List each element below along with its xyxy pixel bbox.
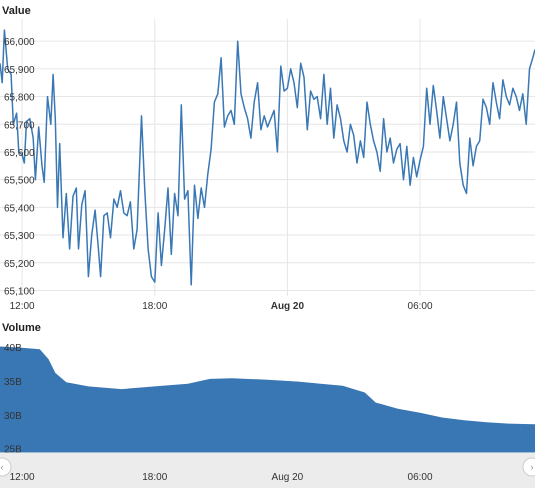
volume-panel-title: Volume — [2, 322, 41, 334]
volume-y-tick-label: 25B — [4, 445, 22, 456]
svg-text:‹: ‹ — [1, 462, 4, 472]
navigator-x-tick-label: Aug 20 — [272, 472, 304, 483]
navigator-x-tick-label: 06:00 — [408, 472, 433, 483]
navigator-x-tick-label: 18:00 — [142, 472, 167, 483]
volume-y-tick-label: 35B — [4, 377, 22, 388]
value-x-tick-label: 18:00 — [142, 301, 167, 312]
value-y-tick-label: 65,900 — [4, 65, 35, 76]
navigator-right-handle[interactable]: › — [522, 457, 535, 477]
volume-series — [0, 337, 535, 453]
value-y-tick-label: 65,600 — [4, 148, 35, 159]
value-series — [0, 29, 535, 286]
value-x-tick-label: 12:00 — [10, 301, 35, 312]
value-line — [0, 29, 535, 286]
value-y-axis: 66,000 65,900 65,800 65,700 65,600 65,500 65,4… — [4, 37, 35, 297]
value-x-tick-label: 06:00 — [408, 301, 433, 312]
value-y-tick-label: 65,800 — [4, 93, 35, 104]
volume-mask — [0, 337, 535, 425]
navigator-left-handle[interactable]: ‹ — [0, 457, 12, 477]
navigator-bar[interactable] — [0, 453, 535, 488]
svg-text:›: › — [531, 462, 534, 472]
value-y-tick-label: 65,500 — [4, 176, 35, 187]
volume-y-axis: 40B 35B 30B 25B — [4, 343, 22, 455]
value-x-tick-label: Aug 20 — [271, 301, 305, 312]
value-x-axis: 12:00 18:00 Aug 20 06:00 — [10, 301, 433, 312]
volume-y-tick-label: 40B — [4, 343, 22, 354]
value-y-tick-label: 65,200 — [4, 259, 35, 270]
value-y-tick-label: 65,300 — [4, 231, 35, 242]
value-panel-title: Value — [2, 5, 31, 17]
value-y-tick-label: 65,400 — [4, 203, 35, 214]
navigator-x-tick-label: 12:00 — [10, 472, 35, 483]
value-gridlines — [0, 19, 535, 296]
volume-y-tick-label: 30B — [4, 411, 22, 422]
value-y-tick-label: 65,100 — [4, 286, 35, 297]
navigator-x-axis: 12:00 18:00 Aug 20 06:00 — [10, 472, 433, 483]
value-y-tick-label: 66,000 — [4, 37, 35, 48]
value-y-tick-label: 65,700 — [4, 120, 35, 131]
